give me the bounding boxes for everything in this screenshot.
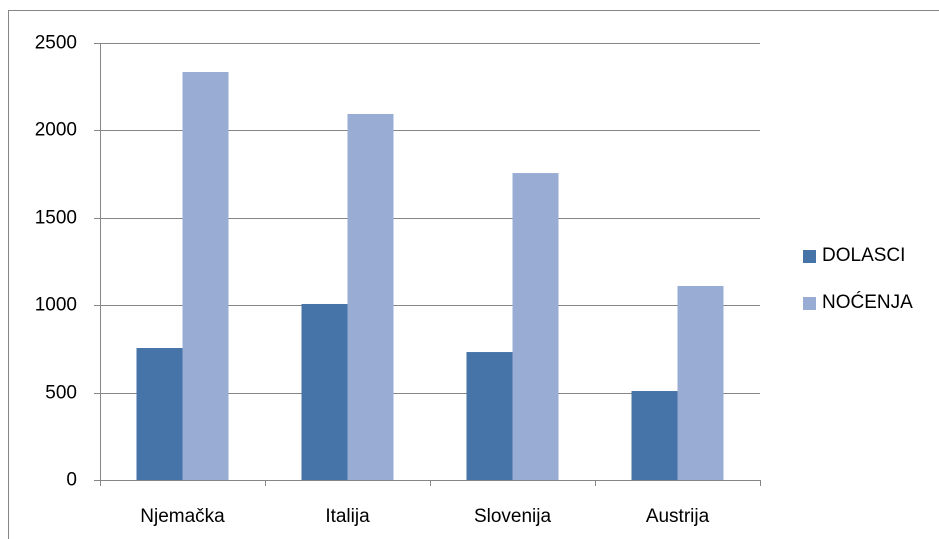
bar xyxy=(677,285,724,480)
x-tick-label: Slovenija xyxy=(474,506,552,527)
y-tick-label: 1000 xyxy=(35,295,77,316)
y-tick-label: 2000 xyxy=(35,120,77,141)
legend-label: DOLASCI xyxy=(822,245,905,266)
y-tick-label: 1500 xyxy=(35,208,77,229)
x-tick-label: Austrija xyxy=(646,506,710,527)
bar xyxy=(136,348,183,480)
bar xyxy=(182,72,229,481)
legend-swatch xyxy=(803,250,816,263)
bar xyxy=(466,352,513,480)
x-tick-label: Njemačka xyxy=(140,506,225,527)
bar xyxy=(631,391,678,480)
legend-label: NOĆENJA xyxy=(822,291,913,313)
y-tick-label: 2500 xyxy=(35,33,77,54)
bar xyxy=(347,113,394,480)
bar xyxy=(512,173,559,480)
y-tick-label: 0 xyxy=(66,470,77,491)
legend-swatch xyxy=(803,297,816,310)
bar xyxy=(301,303,348,480)
x-tick-label: Italija xyxy=(325,506,370,527)
y-tick-label: 500 xyxy=(45,383,77,404)
